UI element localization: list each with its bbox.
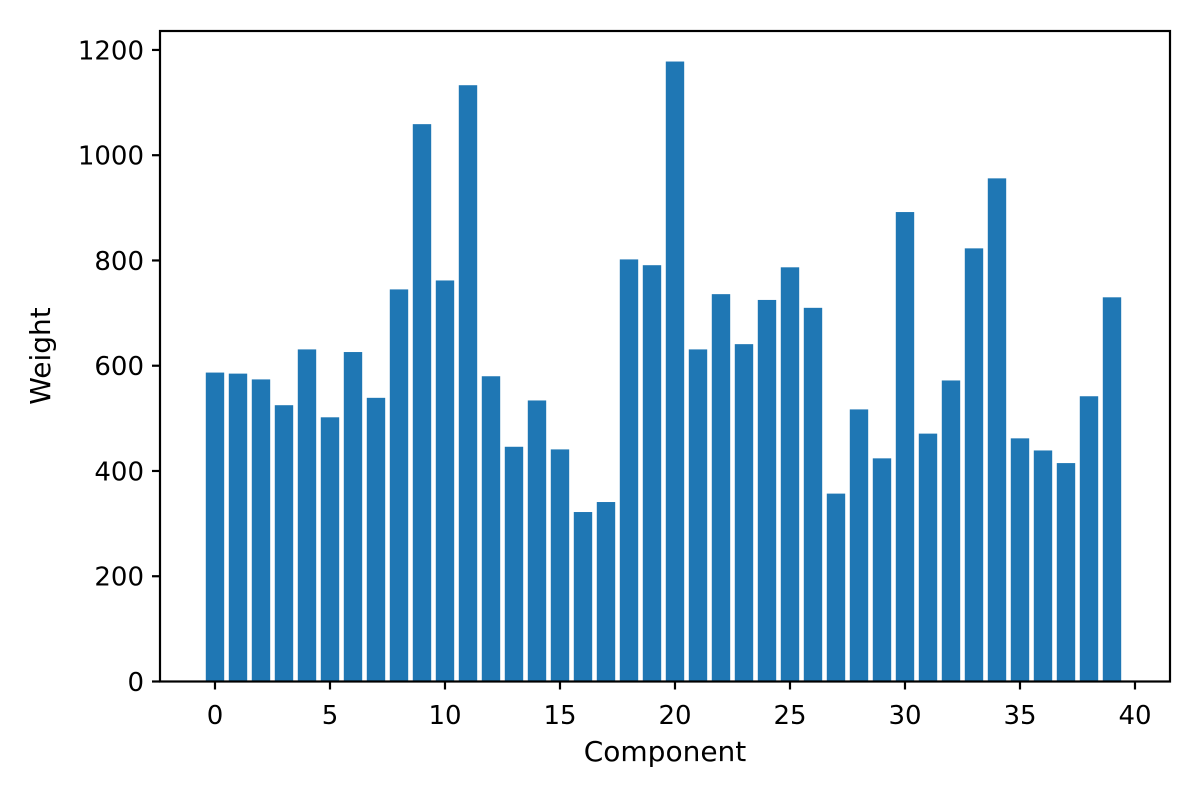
y-tick-label: 400	[94, 457, 144, 487]
bar-1	[228, 373, 248, 682]
x-tick-label: 30	[888, 701, 921, 731]
y-tick-label: 600	[94, 352, 144, 382]
plot-frame	[158, 29, 1172, 683]
bar-22	[711, 294, 731, 682]
bar-33	[964, 248, 984, 682]
bar-34	[987, 178, 1007, 682]
bar-26	[803, 307, 823, 682]
bar-35	[1010, 438, 1030, 682]
x-axis-label: Component	[584, 735, 747, 768]
bar-2	[251, 379, 271, 682]
x-tick-label: 40	[1118, 701, 1151, 731]
x-tick-label: 5	[322, 701, 339, 731]
bar-4	[297, 349, 317, 682]
bar-8	[389, 289, 409, 682]
x-tick-label: 0	[207, 701, 224, 731]
y-tick-label: 1200	[78, 36, 144, 66]
bar-32	[941, 380, 961, 682]
y-tick-label: 0	[127, 668, 144, 698]
bar-31	[918, 433, 938, 682]
bar-19	[642, 265, 662, 682]
bar-23	[734, 344, 754, 682]
bar-28	[849, 409, 869, 682]
bar-18	[619, 259, 639, 682]
bar-3	[274, 405, 294, 682]
bar-24	[757, 299, 777, 682]
bar-39	[1102, 297, 1122, 682]
bar-17	[596, 502, 616, 682]
bar-10	[435, 280, 455, 682]
bar-29	[872, 458, 892, 682]
bar-9	[412, 124, 432, 682]
bar-5	[320, 417, 340, 682]
y-axis-label: Weight	[24, 307, 57, 405]
bar-25	[780, 267, 800, 682]
bar-30	[895, 212, 915, 682]
bar-20	[665, 61, 685, 682]
bar-38	[1079, 396, 1099, 682]
x-tick-label: 35	[1003, 701, 1036, 731]
bar-37	[1056, 463, 1076, 682]
bar-0	[205, 372, 225, 682]
y-tick-label: 200	[94, 563, 144, 593]
bar-21	[688, 349, 708, 682]
x-tick-label: 25	[773, 701, 806, 731]
x-tick-label: 20	[658, 701, 691, 731]
bar-27	[826, 493, 846, 682]
bar-15	[550, 449, 570, 682]
y-tick-label: 1000	[78, 142, 144, 172]
x-tick-label: 15	[543, 701, 576, 731]
bar-12	[481, 376, 501, 682]
bar-36	[1033, 450, 1053, 682]
y-tick-label: 800	[94, 247, 144, 277]
bar-16	[573, 512, 593, 682]
bar-14	[527, 400, 547, 682]
bar-11	[458, 85, 478, 682]
bar-13	[504, 446, 524, 682]
bar-7	[366, 397, 386, 682]
x-tick-label: 10	[428, 701, 461, 731]
bars-layer	[205, 61, 1122, 682]
bar-6	[343, 352, 363, 682]
